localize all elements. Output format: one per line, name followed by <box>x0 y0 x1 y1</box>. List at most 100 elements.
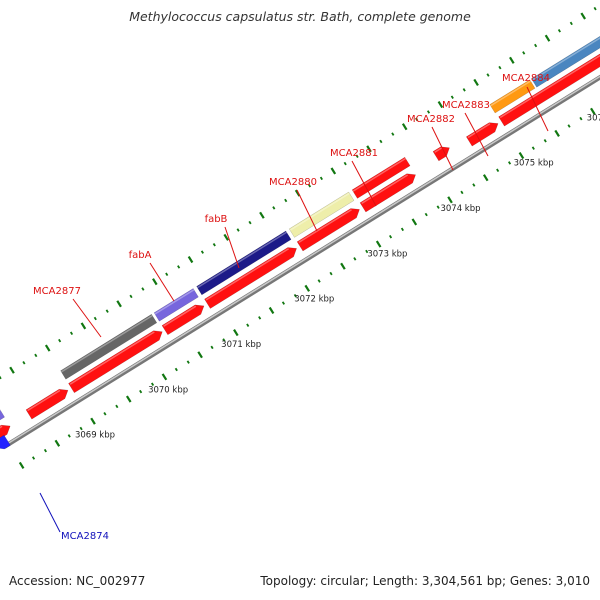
leader-line <box>431 126 454 171</box>
gene-label: MCA2877 <box>33 286 81 297</box>
outer-minor-tick <box>343 161 347 166</box>
inner-major-tick <box>590 107 596 115</box>
backbone-line <box>3 74 600 449</box>
backbone <box>3 74 600 449</box>
outer-minor-tick <box>165 272 169 277</box>
outer-major-tick <box>580 12 586 20</box>
gene-label: MCA2882 <box>407 114 455 125</box>
outer-minor-tick <box>284 198 288 203</box>
cds-arrow-4 <box>161 304 205 336</box>
outer-minor-tick <box>450 95 454 99</box>
cds-arrow-6-shine <box>298 209 352 244</box>
gene-bar-0 <box>60 313 158 380</box>
gene-bar-2 <box>196 230 292 296</box>
leader-line <box>72 298 102 338</box>
outer-major-tick <box>366 145 372 153</box>
outer-minor-tick <box>498 65 502 70</box>
scale-label: 3073 kbp <box>367 249 407 259</box>
inner-minor-tick <box>317 279 321 283</box>
inner-major-tick <box>482 174 489 182</box>
scale-label: 3070 kbp <box>148 385 188 395</box>
outer-major-tick <box>294 189 301 197</box>
scale-label: 3071 kbp <box>221 340 261 350</box>
outer-minor-tick <box>69 331 74 336</box>
outer-major-tick <box>44 344 51 352</box>
scale-label: 3069 kbp <box>75 431 115 441</box>
leader-line <box>464 112 489 157</box>
accession-text: Accession: NC_002977 <box>9 574 146 588</box>
inner-minor-tick <box>388 234 393 239</box>
inner-minor-tick <box>329 271 333 276</box>
gene-labels: MCA2877 fabA fabB MCA2880 MCA2881 MCA2882 MCA2… <box>33 73 550 542</box>
leader-line <box>351 160 377 207</box>
backbone-highlight <box>3 75 600 447</box>
inner-minor-tick <box>543 139 547 143</box>
inner-minor-tick <box>472 183 476 187</box>
cds-arrow-short-shine <box>434 147 442 153</box>
inner-major-tick <box>518 151 525 160</box>
cds-arrow-short <box>432 146 450 162</box>
inner-minor-tick <box>210 345 214 350</box>
inner-minor-tick <box>531 146 535 150</box>
cds-arrow-9 <box>498 53 600 127</box>
inner-minor-tick <box>460 190 464 195</box>
outer-minor-tick <box>426 110 431 114</box>
gene-label: fabB <box>205 214 228 225</box>
scale-label: 3075 kbp <box>514 159 554 169</box>
cds-arrow-2-shine <box>27 389 61 412</box>
inner-minor-tick <box>400 227 404 232</box>
inner-minor-tick <box>246 323 250 327</box>
gene-bar-3-shine <box>289 192 350 231</box>
cds-arrow-1 <box>0 424 11 440</box>
outer-minor-tick <box>105 309 109 313</box>
inner-minor-tick <box>103 412 107 416</box>
outer-minor-tick <box>486 73 490 77</box>
gene-bar-4-shine <box>352 157 406 192</box>
outer-minor-tick <box>141 287 145 291</box>
gene-bar-3 <box>288 191 355 238</box>
page-title: Methylococcus capsulatus str. Bath, comp… <box>129 9 471 24</box>
inner-minor-tick <box>353 257 357 261</box>
gene-bar-7-shine <box>531 37 600 81</box>
outer-major-tick <box>187 255 194 264</box>
inner-tick-ring <box>18 107 596 469</box>
inner-minor-tick <box>186 360 190 364</box>
inner-minor-tick <box>567 124 571 128</box>
outer-minor-tick <box>93 316 97 321</box>
outer-minor-tick <box>34 353 38 358</box>
inner-minor-tick <box>281 301 285 305</box>
cds-arrow-5-shine <box>205 248 289 301</box>
scale-labels: 3069 kbp 3070 kbp 3071 kbp 3072 kbp 3073 kbp… <box>75 113 600 440</box>
outer-minor-tick <box>415 117 419 122</box>
cds-arrow-2 <box>25 388 69 420</box>
inner-minor-tick <box>365 249 369 254</box>
blue-feature-arrow <box>0 434 11 450</box>
cds-arrow-3 <box>68 330 163 394</box>
inner-major-tick <box>411 218 418 226</box>
inner-minor-tick <box>258 316 262 320</box>
outer-minor-tick <box>593 6 597 11</box>
outer-major-tick <box>259 211 265 219</box>
outer-minor-tick <box>129 294 133 299</box>
outer-minor-tick <box>177 265 181 269</box>
outer-major-tick <box>330 167 337 175</box>
gene-label: MCA2880 <box>269 177 317 188</box>
outer-minor-tick <box>355 154 359 158</box>
scale-label: 3076 kbp <box>587 113 600 123</box>
outer-minor-tick <box>0 375 2 380</box>
gene-label-bottom: MCA2874 <box>61 531 109 542</box>
cds-arrow-9-shine <box>499 54 600 119</box>
cds-arrow-1-shine <box>0 425 3 429</box>
gene-label: MCA2883 <box>442 100 490 111</box>
gene-bar-0-shine <box>61 314 153 373</box>
outer-minor-tick <box>248 220 252 225</box>
inner-minor-tick <box>222 338 226 342</box>
inner-major-tick <box>375 240 382 248</box>
outer-major-tick <box>509 56 515 64</box>
inner-minor-tick <box>79 426 83 431</box>
inner-major-tick <box>54 439 61 447</box>
inner-minor-tick <box>150 382 155 387</box>
outer-minor-tick <box>534 43 538 48</box>
cds-arrow-5 <box>204 247 297 309</box>
